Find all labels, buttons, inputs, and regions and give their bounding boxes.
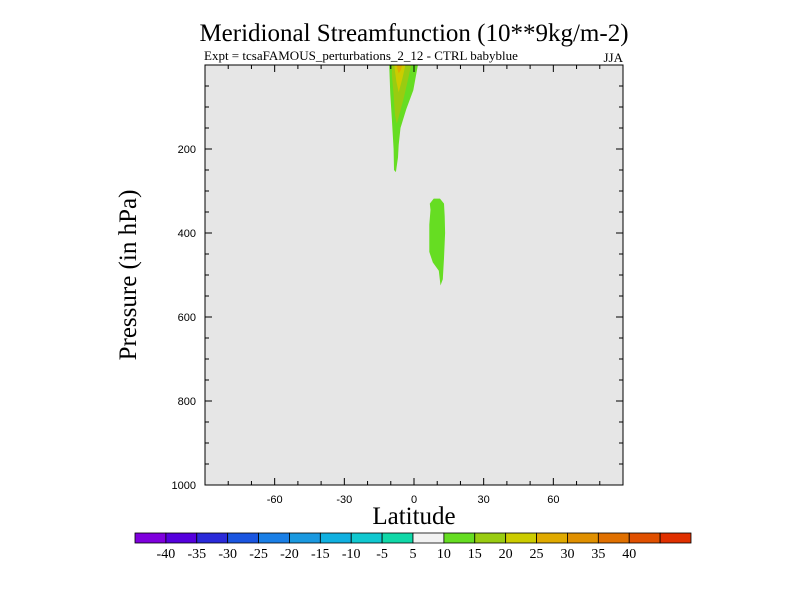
chart-title: Meridional Streamfunction (10**9kg/m-2) [199, 20, 628, 47]
plot-area [205, 65, 623, 485]
colorbar-swatch [165, 532, 198, 544]
colorbar-swatch [474, 532, 507, 544]
colorbar-swatch [536, 532, 568, 544]
colorbar-label: 10 [437, 547, 451, 562]
colorbar-swatch [381, 532, 414, 544]
colorbar-label: 20 [499, 547, 513, 562]
colorbar-swatch [227, 532, 259, 544]
x-tick-label: 0 [411, 494, 417, 506]
colorbar-labels: -40 -35 -30 -25 -20 -15 -10 -5 5 10 15 20 25 30 35 40 [157, 547, 637, 562]
colorbar-swatch [659, 532, 692, 544]
contour-upper-plume-25 [396, 65, 403, 74]
axis-ticks [204, 65, 624, 486]
chart-subtitle-season: JJA [603, 50, 623, 65]
colorbar-label: 25 [530, 547, 544, 562]
colorbar-swatch [350, 532, 383, 544]
x-axis-label: Latitude [372, 503, 455, 530]
colorbar [134, 532, 692, 544]
colorbar-label: 15 [468, 547, 482, 562]
colorbar-swatch [289, 532, 321, 544]
colorbar-label: -35 [187, 547, 206, 562]
colorbar-label: 5 [410, 547, 417, 562]
colorbar-swatch [597, 532, 630, 544]
colorbar-label: -20 [280, 547, 299, 562]
y-tick-label: 200 [178, 144, 196, 156]
contour-layer [389, 65, 446, 286]
colorbar-swatch [443, 532, 476, 544]
colorbar-label: -25 [249, 547, 268, 562]
y-axis-label: Pressure (in hPa) [115, 190, 142, 361]
colorbar-label: -30 [218, 547, 237, 562]
x-tick-label: -60 [267, 494, 283, 506]
y-tick-label: 1000 [172, 480, 196, 492]
colorbar-swatch [258, 532, 290, 544]
colorbar-swatch [567, 532, 599, 544]
colorbar-swatch [196, 532, 229, 544]
x-tick-label: 30 [478, 494, 490, 506]
y-tick-label: 400 [178, 228, 196, 240]
colorbar-swatch [505, 532, 537, 544]
y-tick-label: 800 [178, 396, 196, 408]
colorbar-label: 40 [622, 547, 636, 562]
colorbar-label: -10 [342, 547, 361, 562]
x-tick-label: -30 [336, 494, 352, 506]
colorbar-label: 35 [591, 547, 605, 562]
contour-upper-plume-20 [394, 65, 406, 93]
axis-tick-labels: -60 -30 0 30 60 200 400 600 800 1000 [172, 144, 560, 506]
colorbar-label: 30 [560, 547, 574, 562]
colorbar-swatch [134, 532, 167, 544]
x-tick-label: 60 [547, 494, 559, 506]
contour-lower-blob-10 [429, 198, 446, 286]
colorbar-swatch [319, 532, 352, 544]
colorbar-label: -5 [376, 547, 388, 562]
colorbar-label: -40 [157, 547, 176, 562]
colorbar-swatch [628, 532, 661, 544]
chart-subtitle-experiment: Expt = tcsaFAMOUS_perturbations_2_12 - C… [204, 48, 518, 63]
y-tick-label: 600 [178, 312, 196, 324]
colorbar-label: -15 [311, 547, 330, 562]
colorbar-swatch [412, 532, 445, 544]
